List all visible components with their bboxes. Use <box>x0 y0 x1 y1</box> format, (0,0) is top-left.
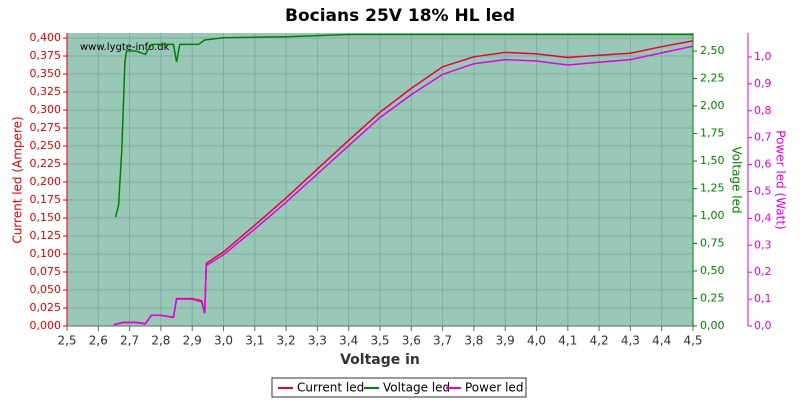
y3-axis-title: Power led (Watt) <box>774 130 788 229</box>
y2-tick-label: 2,00 <box>700 99 725 112</box>
x-tick-label: 3,6 <box>402 334 421 348</box>
x-tick-label: 3,3 <box>308 334 327 348</box>
x-axis-title: Voltage in <box>340 352 420 368</box>
y2-tick-label: 2,50 <box>700 44 725 57</box>
x-tick-label: 3,8 <box>464 334 483 348</box>
y2-tick-label: 0,50 <box>700 264 725 277</box>
y2-axis-title: Voltage led <box>730 146 744 213</box>
y3-tick-label: 0,6 <box>754 158 772 171</box>
x-tick-label: 3,4 <box>339 334 358 348</box>
x-tick-label: 3,0 <box>214 334 233 348</box>
y3-tick-label: 0,9 <box>754 77 772 90</box>
x-tick-label: 3,2 <box>277 334 296 348</box>
y2-tick-label: 1,25 <box>700 182 725 195</box>
y-tick-label: 0,000 <box>30 319 62 332</box>
series-line <box>114 33 693 218</box>
y-tick-label: 0,275 <box>30 121 62 134</box>
y2-tick-label: 0,25 <box>700 292 725 305</box>
y-tick-label: 0,250 <box>30 139 62 152</box>
series-line <box>113 45 694 326</box>
x-tick-label: 3,9 <box>496 334 515 348</box>
x-tick-label: 4,5 <box>683 334 702 348</box>
y3-tick-label: 0,5 <box>754 184 772 197</box>
y-tick-label: 0,025 <box>30 301 62 314</box>
x-tick-label: 3,1 <box>245 334 264 348</box>
legend-box <box>271 377 527 398</box>
x-tick-label: 4,1 <box>558 334 577 348</box>
y2-tick-label: 2,25 <box>700 72 725 85</box>
x-tick-label: 2,7 <box>120 334 139 348</box>
y2-tick-label: 1,50 <box>700 154 725 167</box>
legend-label: Voltage led <box>383 381 450 395</box>
x-tick-label: 4,2 <box>590 334 609 348</box>
x-tick-label: 4,4 <box>652 334 671 348</box>
y-tick-label: 0,150 <box>30 211 62 224</box>
y2-tick-label: 0,00 <box>700 319 725 332</box>
y2-tick-label: 1,00 <box>700 209 725 222</box>
y-tick-label: 0,350 <box>30 67 62 80</box>
y2-tick-label: 1,75 <box>700 127 725 140</box>
y-tick-label: 0,375 <box>30 49 62 62</box>
watermark: www.lygte-info.dk <box>80 42 170 53</box>
y3-tick-label: 0,7 <box>754 131 772 144</box>
legend-label: Power led <box>465 381 523 395</box>
y3-tick-label: 0,8 <box>754 104 772 117</box>
x-tick-label: 2,5 <box>57 334 76 348</box>
y2-tick-label: 0,75 <box>700 237 725 250</box>
y-tick-label: 0,175 <box>30 193 62 206</box>
y3-tick-label: 0,4 <box>754 211 772 224</box>
y-tick-label: 0,200 <box>30 175 62 188</box>
y-axis-title: Current led (Ampere) <box>11 116 25 243</box>
x-tick-label: 4,3 <box>621 334 640 348</box>
y-tick-label: 0,050 <box>30 283 62 296</box>
x-tick-label: 2,6 <box>89 334 108 348</box>
y-tick-label: 0,400 <box>30 31 62 44</box>
chart-title: Bocians 25V 18% HL led <box>285 6 515 26</box>
x-tick-label: 2,8 <box>151 334 170 348</box>
x-tick-label: 3,7 <box>433 334 452 348</box>
x-tick-label: 3,5 <box>370 334 389 348</box>
x-tick-label: 2,9 <box>183 334 202 348</box>
y-tick-label: 0,075 <box>30 265 62 278</box>
y3-tick-label: 0,2 <box>754 265 772 278</box>
y-tick-label: 0,300 <box>30 103 62 116</box>
y3-tick-label: 1,0 <box>754 50 772 63</box>
y3-tick-label: 0,1 <box>754 292 772 305</box>
y-tick-label: 0,125 <box>30 229 62 242</box>
y3-tick-label: 0,3 <box>754 238 772 251</box>
y-tick-label: 0,225 <box>30 157 62 170</box>
legend-label: Current led <box>297 381 364 395</box>
x-tick-label: 4,0 <box>527 334 546 348</box>
y3-tick-label: 0,0 <box>754 319 772 332</box>
y-tick-label: 0,325 <box>30 85 62 98</box>
y-tick-label: 0,100 <box>30 247 62 260</box>
